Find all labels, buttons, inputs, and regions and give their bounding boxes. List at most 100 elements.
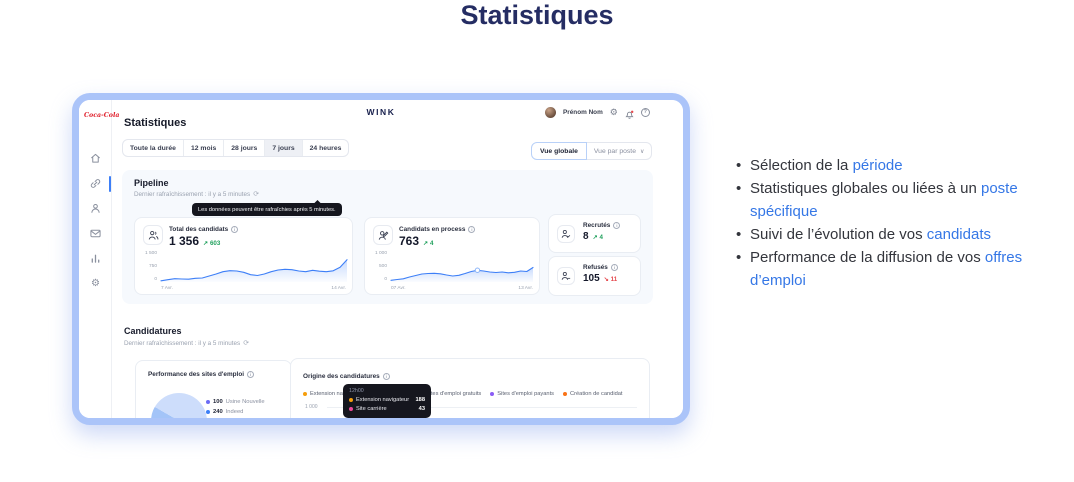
- total-candidats-label-text: Total des candidats: [169, 226, 229, 233]
- feature-bullet: Performance de la diffusion de vos offre…: [735, 246, 1037, 292]
- legend-item[interactable]: Extension navigateur: [303, 391, 363, 397]
- recrutes-card: Recrutés 8 ↗ 4: [548, 214, 641, 253]
- tab-28-jours[interactable]: 28 jours: [223, 140, 264, 156]
- info-icon[interactable]: [610, 264, 618, 271]
- coca-cola-logo: Coca-Cola: [84, 112, 120, 119]
- sites-emploi-pie-chart[interactable]: [151, 393, 207, 418]
- candidatures-refresh-text: Dernier rafraîchissement : il y a 5 minu…: [124, 340, 241, 347]
- candidats-process-label-text: Candidats en process: [399, 226, 466, 233]
- bullet-text: Sélection de la: [750, 157, 853, 174]
- total-candidats-delta: ↗ 603: [203, 240, 221, 247]
- info-icon[interactable]: [468, 226, 476, 233]
- mail-icon[interactable]: [90, 228, 101, 239]
- legend-dot: [303, 392, 307, 396]
- total-candidats-value: 1 356 ↗ 603: [169, 234, 220, 248]
- bullet-link[interactable]: offres d’emploi: [750, 249, 1023, 289]
- candidats-process-label: Candidats en process: [399, 226, 476, 233]
- info-icon[interactable]: [231, 226, 239, 233]
- legend-value: 240: [213, 409, 223, 415]
- candidats-process-line-chart[interactable]: [390, 254, 534, 282]
- active-nav-indicator: [109, 176, 111, 192]
- wink-app-screenshot: WINK Prénom Nom ⚙ Coca-Cola: [79, 100, 683, 418]
- app-page-heading: Statistiques: [124, 117, 187, 129]
- origine-title-text: Origine des candidatures: [303, 373, 380, 380]
- refuses-label-text: Refusés: [583, 264, 608, 271]
- total-candidats-label: Total des candidats: [169, 226, 239, 233]
- page-title: Statistiques: [460, 0, 614, 30]
- tab-7-jours[interactable]: 7 jours: [264, 140, 302, 156]
- candidats-process-delta: ↗ 4: [423, 240, 434, 247]
- sites-emploi-card: Performance des sites d'emploi 100 Usine…: [135, 360, 292, 418]
- bullet-text: Performance de la diffusion de vos: [750, 249, 985, 266]
- gear-icon[interactable]: ⚙: [609, 106, 618, 117]
- person-check-icon: [557, 225, 575, 243]
- help-icon[interactable]: [640, 107, 650, 117]
- sidebar: Coca-Cola ⚙: [79, 100, 119, 418]
- tooltip-row: Extension navigateur 188: [349, 397, 425, 403]
- refuses-delta: ↘ 11: [603, 276, 618, 283]
- total-candidats-number: 1 356: [169, 234, 200, 248]
- refuses-card: Refusés 105 ↘ 11: [548, 256, 641, 296]
- candidatures-title: Candidatures: [124, 326, 182, 336]
- legend-dot: [349, 398, 353, 402]
- total-candidats-card: Total des candidats 1 356 ↗ 603 1 500750…: [134, 217, 353, 295]
- avatar[interactable]: [545, 106, 556, 118]
- pipeline-refresh-text: Dernier rafraîchissement : il y a 5 minu…: [134, 191, 251, 198]
- origine-card-title: Origine des candidatures: [303, 373, 390, 380]
- info-icon[interactable]: [613, 222, 621, 229]
- legend-label: Usine Nouvelle: [225, 399, 265, 405]
- legend-item[interactable]: Création de candidat: [563, 391, 623, 397]
- recrutes-delta: ↗ 4: [592, 234, 603, 241]
- person-minus-icon: [557, 267, 575, 285]
- pipeline-section: Pipeline Dernier rafraîchissement : il y…: [122, 170, 653, 304]
- link-icon[interactable]: [90, 178, 101, 189]
- bar-chart-icon[interactable]: [90, 253, 101, 264]
- refresh-icon[interactable]: ⟳: [253, 191, 260, 198]
- user-icon[interactable]: [90, 203, 101, 214]
- candidatures-refresh-line: Dernier rafraîchissement : il y a 5 minu…: [124, 340, 249, 347]
- origine-hover-tooltip: 12h00 Extension navigateur 188 Site carr…: [343, 384, 431, 418]
- recrutes-label: Recrutés: [583, 222, 621, 229]
- chevron-down-icon: ∨: [639, 148, 645, 155]
- candidats-process-number: 763: [399, 234, 420, 248]
- bullet-link[interactable]: candidats: [926, 226, 991, 243]
- refresh-icon[interactable]: ⟳: [243, 340, 250, 347]
- legend-value: 100: [213, 399, 223, 405]
- legend-item[interactable]: Sites d'emploi payants: [490, 391, 554, 397]
- feature-list: Sélection de la période Statistiques glo…: [735, 154, 1037, 292]
- tab-toute-la-duree[interactable]: Toute la durée: [130, 144, 176, 152]
- vue-globale-button[interactable]: Vue globale: [531, 142, 587, 160]
- tab-12-mois[interactable]: 12 mois: [182, 140, 223, 156]
- bell-icon[interactable]: [625, 107, 634, 119]
- bullet-link[interactable]: période: [852, 157, 903, 174]
- total-candidats-line-chart[interactable]: [160, 254, 348, 282]
- legend-label: Indeed: [225, 409, 244, 415]
- gridline: [327, 407, 637, 408]
- x-axis-ticks: 07 Avr. 13 Avr.: [391, 286, 533, 291]
- recrutes-value: 8 ↗ 4: [583, 231, 603, 242]
- sites-emploi-title-text: Performance des sites d'emploi: [148, 371, 244, 378]
- settings-icon[interactable]: ⚙: [91, 278, 100, 289]
- bullet-link[interactable]: poste spécifique: [750, 180, 1018, 220]
- refuses-value: 105 ↘ 11: [583, 273, 617, 284]
- x-axis-ticks: 7 Avr. 14 Avr.: [161, 286, 346, 291]
- tab-24-heures[interactable]: 24 heures: [301, 140, 349, 156]
- recrutes-label-text: Recrutés: [583, 222, 611, 229]
- legend-item[interactable]: 240 Indeed: [206, 409, 243, 415]
- legend-item[interactable]: 100 Usine Nouvelle: [206, 399, 265, 405]
- legend-dot: [563, 392, 567, 396]
- vue-par-poste-button[interactable]: Vue par poste ∨: [586, 142, 653, 160]
- legend-dot: [349, 406, 353, 411]
- bullet-text: Statistiques globales ou liées à un: [750, 180, 981, 197]
- user-name[interactable]: Prénom Nom: [563, 108, 603, 116]
- candidate-edit-icon: [373, 225, 393, 245]
- info-icon[interactable]: [382, 373, 390, 380]
- feature-bullet: Suivi de l’évolution de vos candidats: [735, 223, 1037, 246]
- legend-dot: [206, 410, 210, 414]
- sites-emploi-card-title: Performance des sites d'emploi: [148, 371, 254, 378]
- info-icon[interactable]: [247, 371, 254, 378]
- home-icon[interactable]: [90, 153, 101, 164]
- legend-dot: [206, 400, 210, 404]
- view-switcher: Vue globale Vue par poste ∨: [531, 142, 653, 160]
